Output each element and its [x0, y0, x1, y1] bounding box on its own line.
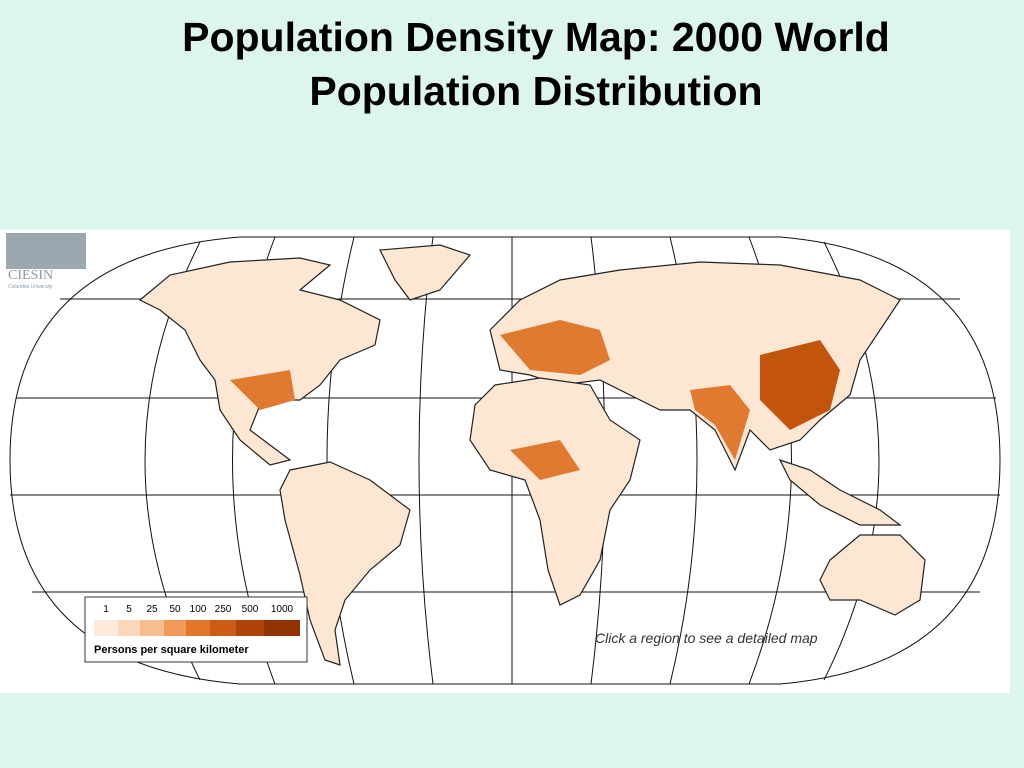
legend-ticks: 1 5 25 50 100 250 500 1000: [103, 604, 293, 615]
southeast-asia[interactable]: [778, 458, 902, 526]
legend-colors: [94, 620, 300, 636]
legend-label: Persons per square kilometer: [94, 644, 249, 656]
instruction: Click a region to see a detailed map: [595, 630, 818, 646]
logo-image: [6, 233, 86, 269]
density-area: [510, 440, 580, 480]
title-line: Population Density Map: 2000 World: [182, 14, 890, 60]
legend-tick: 1000: [271, 604, 294, 615]
legend-tick: 50: [169, 604, 181, 615]
title: Population Density Map: 2000 World Popul…: [0, 10, 1024, 118]
logo-subtitle: Columbia University: [8, 284, 53, 290]
legend-tick: 5: [126, 604, 132, 615]
legend-tick: 25: [146, 604, 158, 615]
africa[interactable]: [469, 377, 641, 606]
south-america[interactable]: [279, 461, 411, 666]
logo-name: CIESIN: [8, 268, 53, 283]
legend-tick: 250: [215, 604, 232, 615]
density-area: [760, 340, 840, 430]
legend-tick: 500: [242, 604, 259, 615]
regions: [138, 244, 926, 666]
projection-outline: [9, 236, 1001, 685]
legend-tick: 1: [103, 604, 109, 615]
title-line: Population Distribution: [309, 68, 763, 114]
legend-tick: 100: [190, 604, 207, 615]
density-area: [500, 320, 610, 375]
density-area: [690, 385, 750, 460]
density-area: [230, 370, 295, 410]
australia[interactable]: [819, 534, 926, 616]
greenland[interactable]: [379, 244, 472, 301]
